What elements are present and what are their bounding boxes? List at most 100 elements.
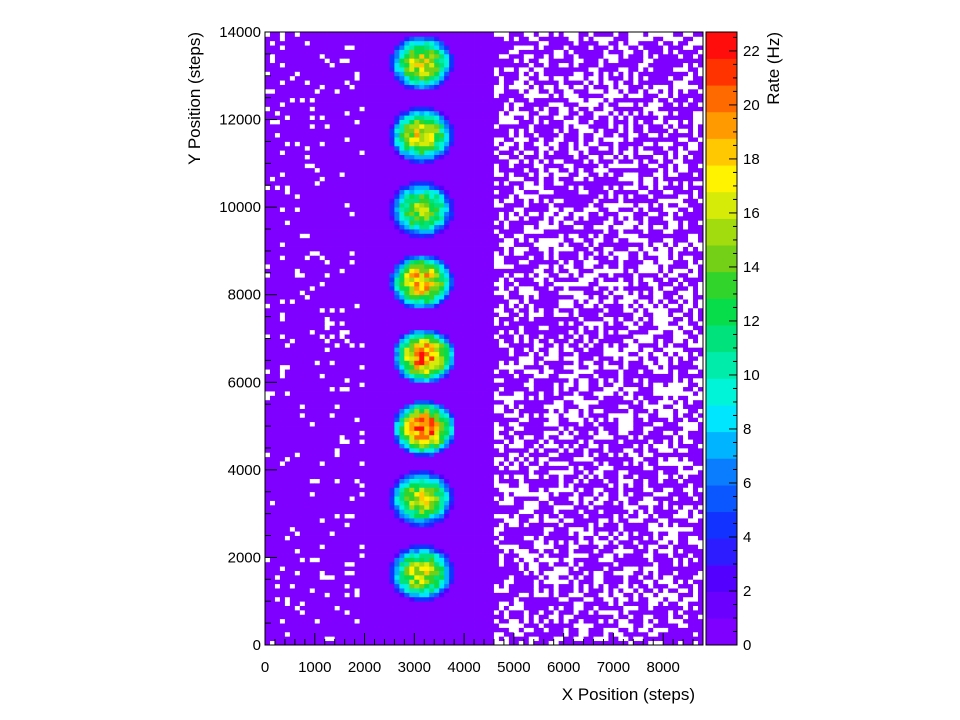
heatmap-cell [424, 369, 430, 374]
heatmap-cell [429, 601, 435, 606]
heatmap-cell [424, 264, 430, 269]
heatmap-cell [394, 62, 400, 68]
heatmap-cell [374, 574, 380, 580]
heatmap-cell [289, 194, 296, 199]
heatmap-cell [279, 377, 286, 383]
heatmap-cell [304, 609, 311, 615]
heatmap-cell [394, 605, 400, 611]
heatmap-cell [294, 513, 301, 519]
heatmap-cell [269, 277, 276, 282]
heatmap-cell [419, 373, 425, 379]
heatmap-cell [399, 268, 405, 274]
heatmap-cell [379, 97, 385, 103]
heatmap-cell [309, 303, 316, 309]
heatmap-cell [279, 623, 286, 628]
heatmap-cell [304, 430, 311, 436]
heatmap-cell [334, 351, 341, 357]
heatmap-cell [419, 255, 425, 261]
heatmap-cell [409, 548, 415, 554]
heatmap-cell [349, 408, 355, 414]
heatmap-cell [409, 329, 415, 335]
heatmap-cell [419, 631, 425, 637]
heatmap-cell [369, 45, 375, 50]
heatmap-cell [414, 364, 420, 370]
heatmap-cell [324, 557, 331, 563]
heatmap-cell [354, 443, 360, 449]
heatmap-cell [399, 198, 405, 204]
heatmap-cell [399, 509, 405, 515]
heatmap-cell [419, 404, 425, 409]
heatmap-cell [354, 62, 360, 68]
heatmap-cell [299, 557, 306, 563]
heatmap-cell [289, 430, 296, 436]
heatmap-cell [265, 58, 271, 64]
heatmap-cell [369, 412, 375, 418]
heatmap-cell [274, 211, 281, 217]
heatmap-cell [299, 439, 306, 444]
heatmap-cell [404, 408, 410, 414]
heatmap-cell [399, 185, 405, 191]
heatmap-cell [274, 412, 281, 418]
heatmap-cell [404, 71, 410, 77]
heatmap-cell [339, 342, 346, 348]
heatmap-cell [424, 421, 430, 427]
heatmap-cell [319, 553, 326, 558]
heatmap-cell [324, 447, 331, 453]
heatmap-cell [424, 329, 430, 335]
heatmap-cell [429, 482, 435, 488]
heatmap-cell [344, 229, 351, 234]
heatmap-cell [404, 614, 410, 620]
heatmap-cell [404, 417, 410, 423]
heatmap-cell [344, 588, 351, 593]
heatmap-cell [409, 220, 415, 226]
heatmap-cell [339, 474, 346, 480]
heatmap-cell [424, 356, 430, 361]
heatmap-cell [354, 369, 360, 374]
heatmap-cell [289, 45, 296, 50]
heatmap-cell [369, 465, 375, 471]
heatmap-cell [309, 421, 316, 427]
heatmap-cell [294, 320, 301, 326]
heatmap-cell [359, 535, 365, 541]
heatmap-cell [284, 465, 291, 471]
heatmap-cell [429, 167, 435, 173]
heatmap-cell [389, 49, 395, 55]
heatmap-cell [304, 478, 311, 484]
heatmap-cell [364, 535, 370, 541]
heatmap-cell [284, 430, 291, 436]
heatmap-cell [434, 325, 440, 331]
heatmap-cell [419, 202, 425, 208]
heatmap-cell [414, 123, 420, 129]
heatmap-cell [384, 601, 390, 606]
heatmap-cell [359, 145, 365, 151]
heatmap-cell [309, 334, 316, 339]
heatmap-cell [384, 417, 390, 423]
heatmap-cell [434, 487, 440, 493]
heatmap-cell [339, 430, 346, 436]
heatmap-cell [354, 531, 360, 536]
heatmap-cell [314, 185, 321, 191]
heatmap-cell [279, 342, 286, 348]
heatmap-cell [384, 426, 390, 431]
heatmap-cell [289, 535, 296, 541]
heatmap-cell [304, 443, 311, 449]
heatmap-cell [319, 123, 326, 129]
heatmap-cell [344, 299, 351, 304]
heatmap-cell [279, 491, 286, 497]
heatmap-cell [384, 535, 390, 541]
heatmap-cell [364, 391, 370, 396]
heatmap-cell [344, 246, 351, 252]
heatmap-cell [294, 294, 301, 300]
heatmap-cell [349, 426, 355, 431]
heatmap-cell [414, 312, 420, 318]
heatmap-cell [364, 496, 370, 501]
heatmap-cell [289, 53, 296, 59]
heatmap-cell [329, 163, 336, 169]
heatmap-cell [409, 522, 415, 528]
heatmap-cell [329, 382, 336, 388]
heatmap-cell [279, 224, 286, 230]
heatmap-cell [364, 461, 370, 466]
heatmap-cell [369, 566, 375, 571]
heatmap-cell [274, 574, 281, 580]
heatmap-cell [265, 574, 271, 580]
